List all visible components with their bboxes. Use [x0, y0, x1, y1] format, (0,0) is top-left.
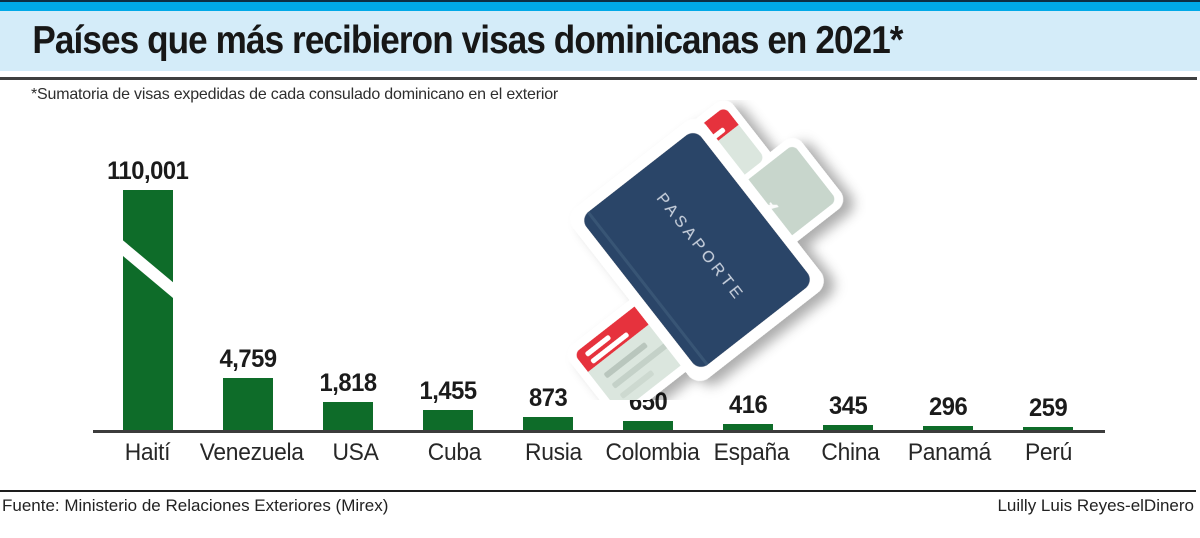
source-note: Fuente: Ministerio de Relaciones Exterio…	[2, 496, 389, 515]
bar	[923, 426, 973, 430]
chart-subtitle: *Sumatoria de visas expedidas de cada co…	[31, 86, 559, 103]
bar	[623, 421, 673, 430]
passport-icon: PASAPORTE	[570, 119, 824, 381]
bar-column: 345	[798, 150, 898, 430]
bar-column: 1,818	[298, 150, 398, 430]
bar-value-label: 345	[828, 392, 868, 420]
credit-note: Luilly Luis Reyes-elDinero	[997, 496, 1194, 515]
bar-value-label: 4,759	[219, 345, 277, 373]
bar-value-label: 296	[928, 393, 968, 421]
passport-illustration: ✈ ✈ PASAPORTE	[567, 100, 844, 400]
bar-column: 296	[898, 150, 998, 430]
bar-column: 1,455	[398, 150, 498, 430]
bar-category-label: USA	[332, 439, 379, 466]
bar-category-label: Colombia	[605, 439, 700, 466]
bar	[423, 410, 473, 430]
bar	[523, 417, 573, 430]
bar-category-label: Rusia	[525, 439, 583, 466]
bar-column: 873	[498, 150, 598, 430]
bar-category-label: Venezuela	[199, 439, 304, 466]
bar-category-label: Haití	[124, 439, 171, 466]
bar-category-label: Cuba	[428, 439, 482, 466]
footer-divider	[0, 490, 1196, 492]
bar-chart: 110,001 4,759 1,818 1,455 873 650 416 345 296 259	[98, 150, 1098, 430]
bar-column: 259	[998, 150, 1098, 430]
top-border-line	[0, 0, 1200, 2]
bar-value-label: 873	[528, 384, 568, 412]
bar-category-label: Perú	[1025, 439, 1073, 466]
header-title-band: Países que más recibieron visas dominica…	[0, 11, 1200, 71]
page-title: Países que más recibieron visas dominica…	[32, 19, 903, 62]
bar-value-label: 110,001	[107, 157, 189, 185]
bar	[723, 424, 773, 430]
bar	[323, 402, 373, 430]
category-axis-labels: Haití Venezuela USA Cuba Rusia Colombia España…	[98, 439, 1098, 467]
bar-category-label: España	[713, 439, 790, 466]
bar	[823, 425, 873, 430]
bar	[1023, 427, 1073, 430]
bar-value-label: 1,455	[419, 377, 477, 405]
bar-value-label: 1,818	[319, 369, 377, 397]
bar	[223, 378, 273, 430]
bar-column: 416	[698, 150, 798, 430]
bar-column: 110,001	[98, 150, 198, 430]
header-divider	[0, 77, 1197, 80]
bar-category-label: China	[821, 439, 880, 466]
axis-break-slash	[123, 234, 173, 306]
bar-column: 4,759	[198, 150, 298, 430]
x-axis-line	[93, 430, 1105, 433]
bar-value-label: 259	[1028, 394, 1068, 422]
bar-value-label: 416	[728, 391, 768, 419]
bar	[123, 190, 173, 430]
bar-category-label: Panamá	[907, 439, 992, 466]
header-accent-bar	[0, 2, 1200, 11]
